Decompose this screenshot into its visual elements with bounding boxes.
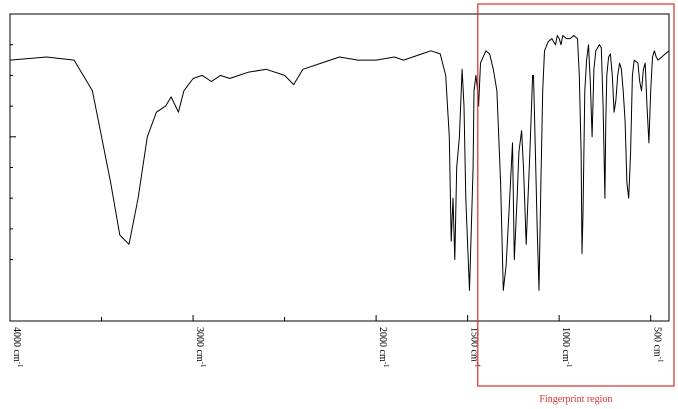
x-axis-tick-labels: 4000 cm-1 3000 cm-1 2000 cm-1 1500 cm-1 1000… xyxy=(11,327,665,368)
x-tick-label: 3000 cm-1 xyxy=(194,327,207,368)
x-tick-label: 1500 cm-1 xyxy=(469,327,482,368)
x-tick-label: 1000 cm-1 xyxy=(560,327,573,368)
y-axis-ticks xyxy=(10,44,16,261)
x-tick-label: 4000 cm-1 xyxy=(11,327,24,368)
plot-frame xyxy=(9,13,670,322)
ir-spectrum-line xyxy=(9,35,670,291)
fingerprint-region-box xyxy=(477,3,675,387)
fingerprint-region-label: Fingerprint region xyxy=(539,394,612,405)
x-axis-ticks xyxy=(9,315,652,321)
x-tick-label: 500 cm-1 xyxy=(652,327,665,363)
x-tick-label: 2000 cm-1 xyxy=(377,327,390,368)
